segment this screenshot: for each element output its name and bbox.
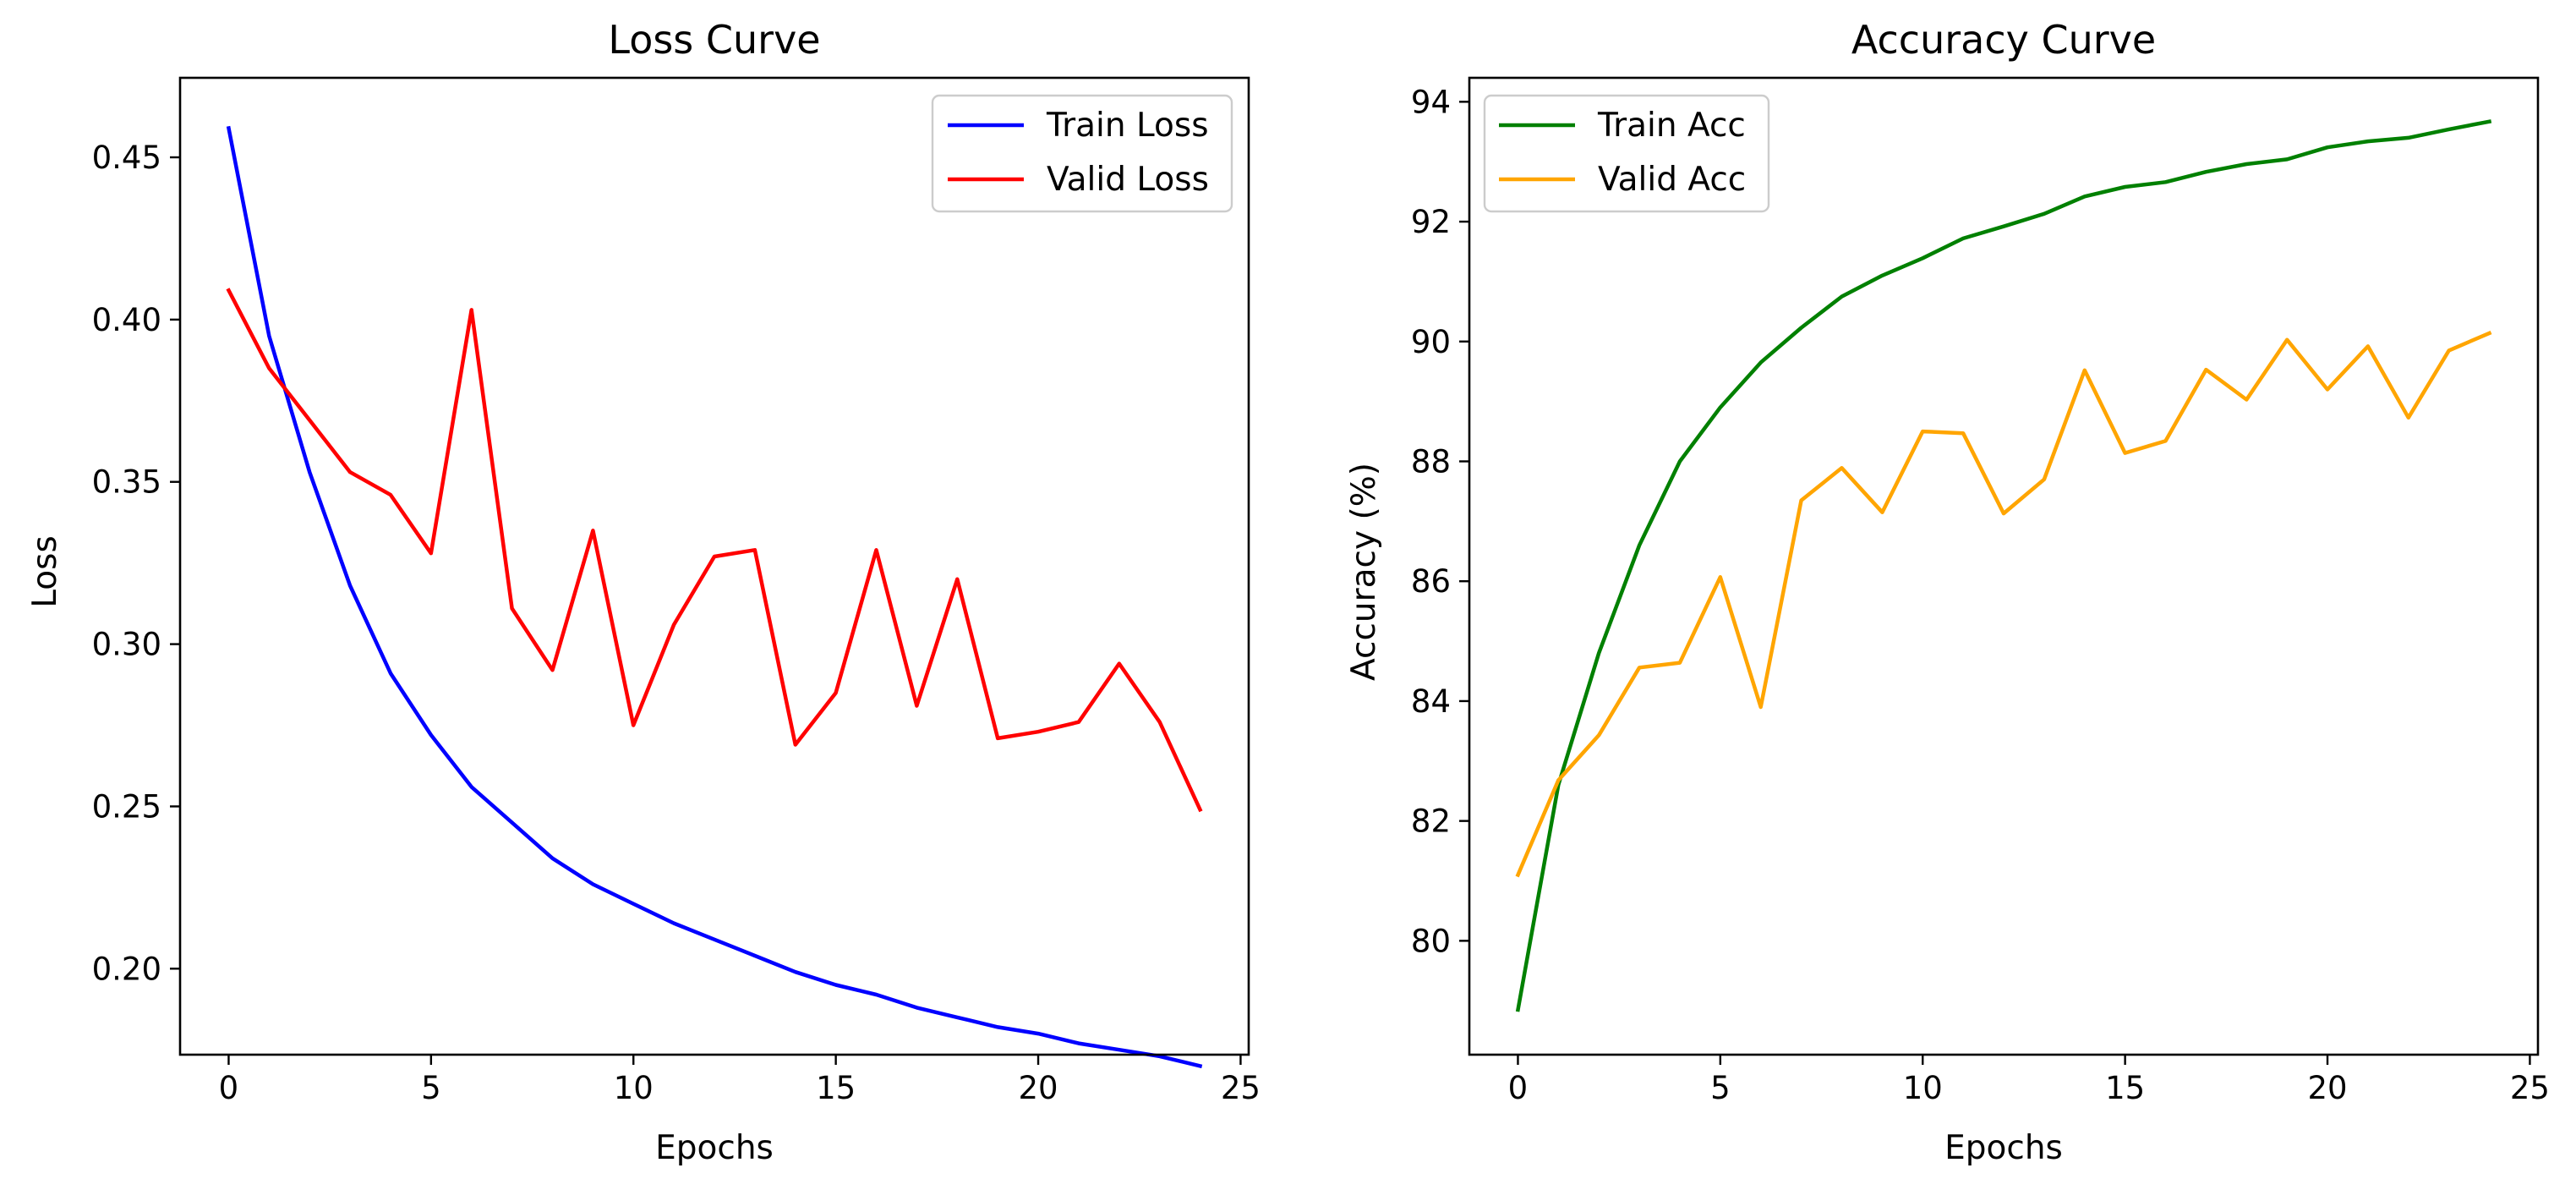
axes-frame: [178, 76, 1250, 1056]
legend: Train Acc Valid Acc: [1483, 94, 1770, 213]
x-axis-label: Epochs: [1944, 1129, 2063, 1167]
chart-title: Accuracy Curve: [1851, 17, 2156, 63]
y-tick-label: 92: [1411, 204, 1451, 240]
x-tick-label: 0: [219, 1070, 239, 1106]
x-tick-label: 0: [1508, 1070, 1529, 1106]
x-tick-label: 20: [1018, 1070, 1058, 1106]
y-tick-label: 82: [1411, 803, 1451, 840]
legend-label: Train Loss: [1046, 107, 1209, 145]
x-tick-label: 10: [614, 1070, 654, 1106]
legend: Train Loss Valid Loss: [931, 94, 1233, 213]
y-tick-label: 0.45: [92, 140, 161, 176]
y-tick-label: 0.25: [92, 788, 161, 825]
legend-label: Train Acc: [1597, 107, 1746, 145]
legend-label: Valid Loss: [1047, 161, 1209, 199]
x-tick-label: 20: [2307, 1070, 2347, 1106]
valid-acc-line: [1515, 330, 2492, 878]
chart-title: Loss Curve: [608, 17, 820, 63]
y-tick-label: 0.35: [92, 464, 161, 501]
y-tick-label: 0.30: [92, 627, 161, 663]
x-tick-label: 15: [816, 1070, 856, 1106]
y-tick-label: 80: [1411, 923, 1451, 959]
data-series: [1515, 119, 2492, 1012]
legend-label: Valid Acc: [1598, 161, 1746, 199]
train-loss-line: [226, 125, 1203, 1069]
y-tick-label: 90: [1411, 324, 1451, 360]
y-axis-label: Accuracy (%): [1345, 463, 1383, 681]
axis-ticks: 0 5 10 15 20 25 80 82 84 86 88 90 92 94: [1411, 84, 2550, 1106]
x-tick-label: 5: [1710, 1070, 1731, 1106]
x-tick-label: 15: [2105, 1070, 2145, 1106]
x-tick-label: 25: [2510, 1070, 2550, 1106]
accuracy-chart: Accuracy Curve Epochs Accuracy (%) 0 5 10 1…: [1345, 17, 2550, 1167]
axes-frame: [1468, 76, 2540, 1056]
y-axis-label: Loss: [26, 535, 64, 608]
axis-ticks: 0 5 10 15 20 25 0.20 0.25 0.30 0.35 0.40 0.45: [92, 140, 1261, 1106]
x-tick-label: 25: [1221, 1070, 1261, 1106]
valid-loss-line: [226, 288, 1203, 813]
loss-chart: Loss Curve Epochs Loss 0 5 10 15 20 25 0.20 0.2…: [26, 17, 1261, 1167]
x-axis-label: Epochs: [655, 1129, 774, 1167]
y-tick-label: 84: [1411, 683, 1451, 720]
y-tick-label: 0.20: [92, 951, 161, 987]
y-tick-label: 88: [1411, 443, 1451, 480]
x-tick-label: 10: [1903, 1070, 1943, 1106]
y-tick-label: 0.40: [92, 302, 161, 338]
train-acc-line: [1515, 119, 2492, 1012]
y-tick-label: 86: [1411, 563, 1451, 600]
y-tick-label: 94: [1411, 84, 1451, 120]
data-series: [226, 125, 1203, 1069]
x-tick-label: 5: [421, 1070, 441, 1106]
